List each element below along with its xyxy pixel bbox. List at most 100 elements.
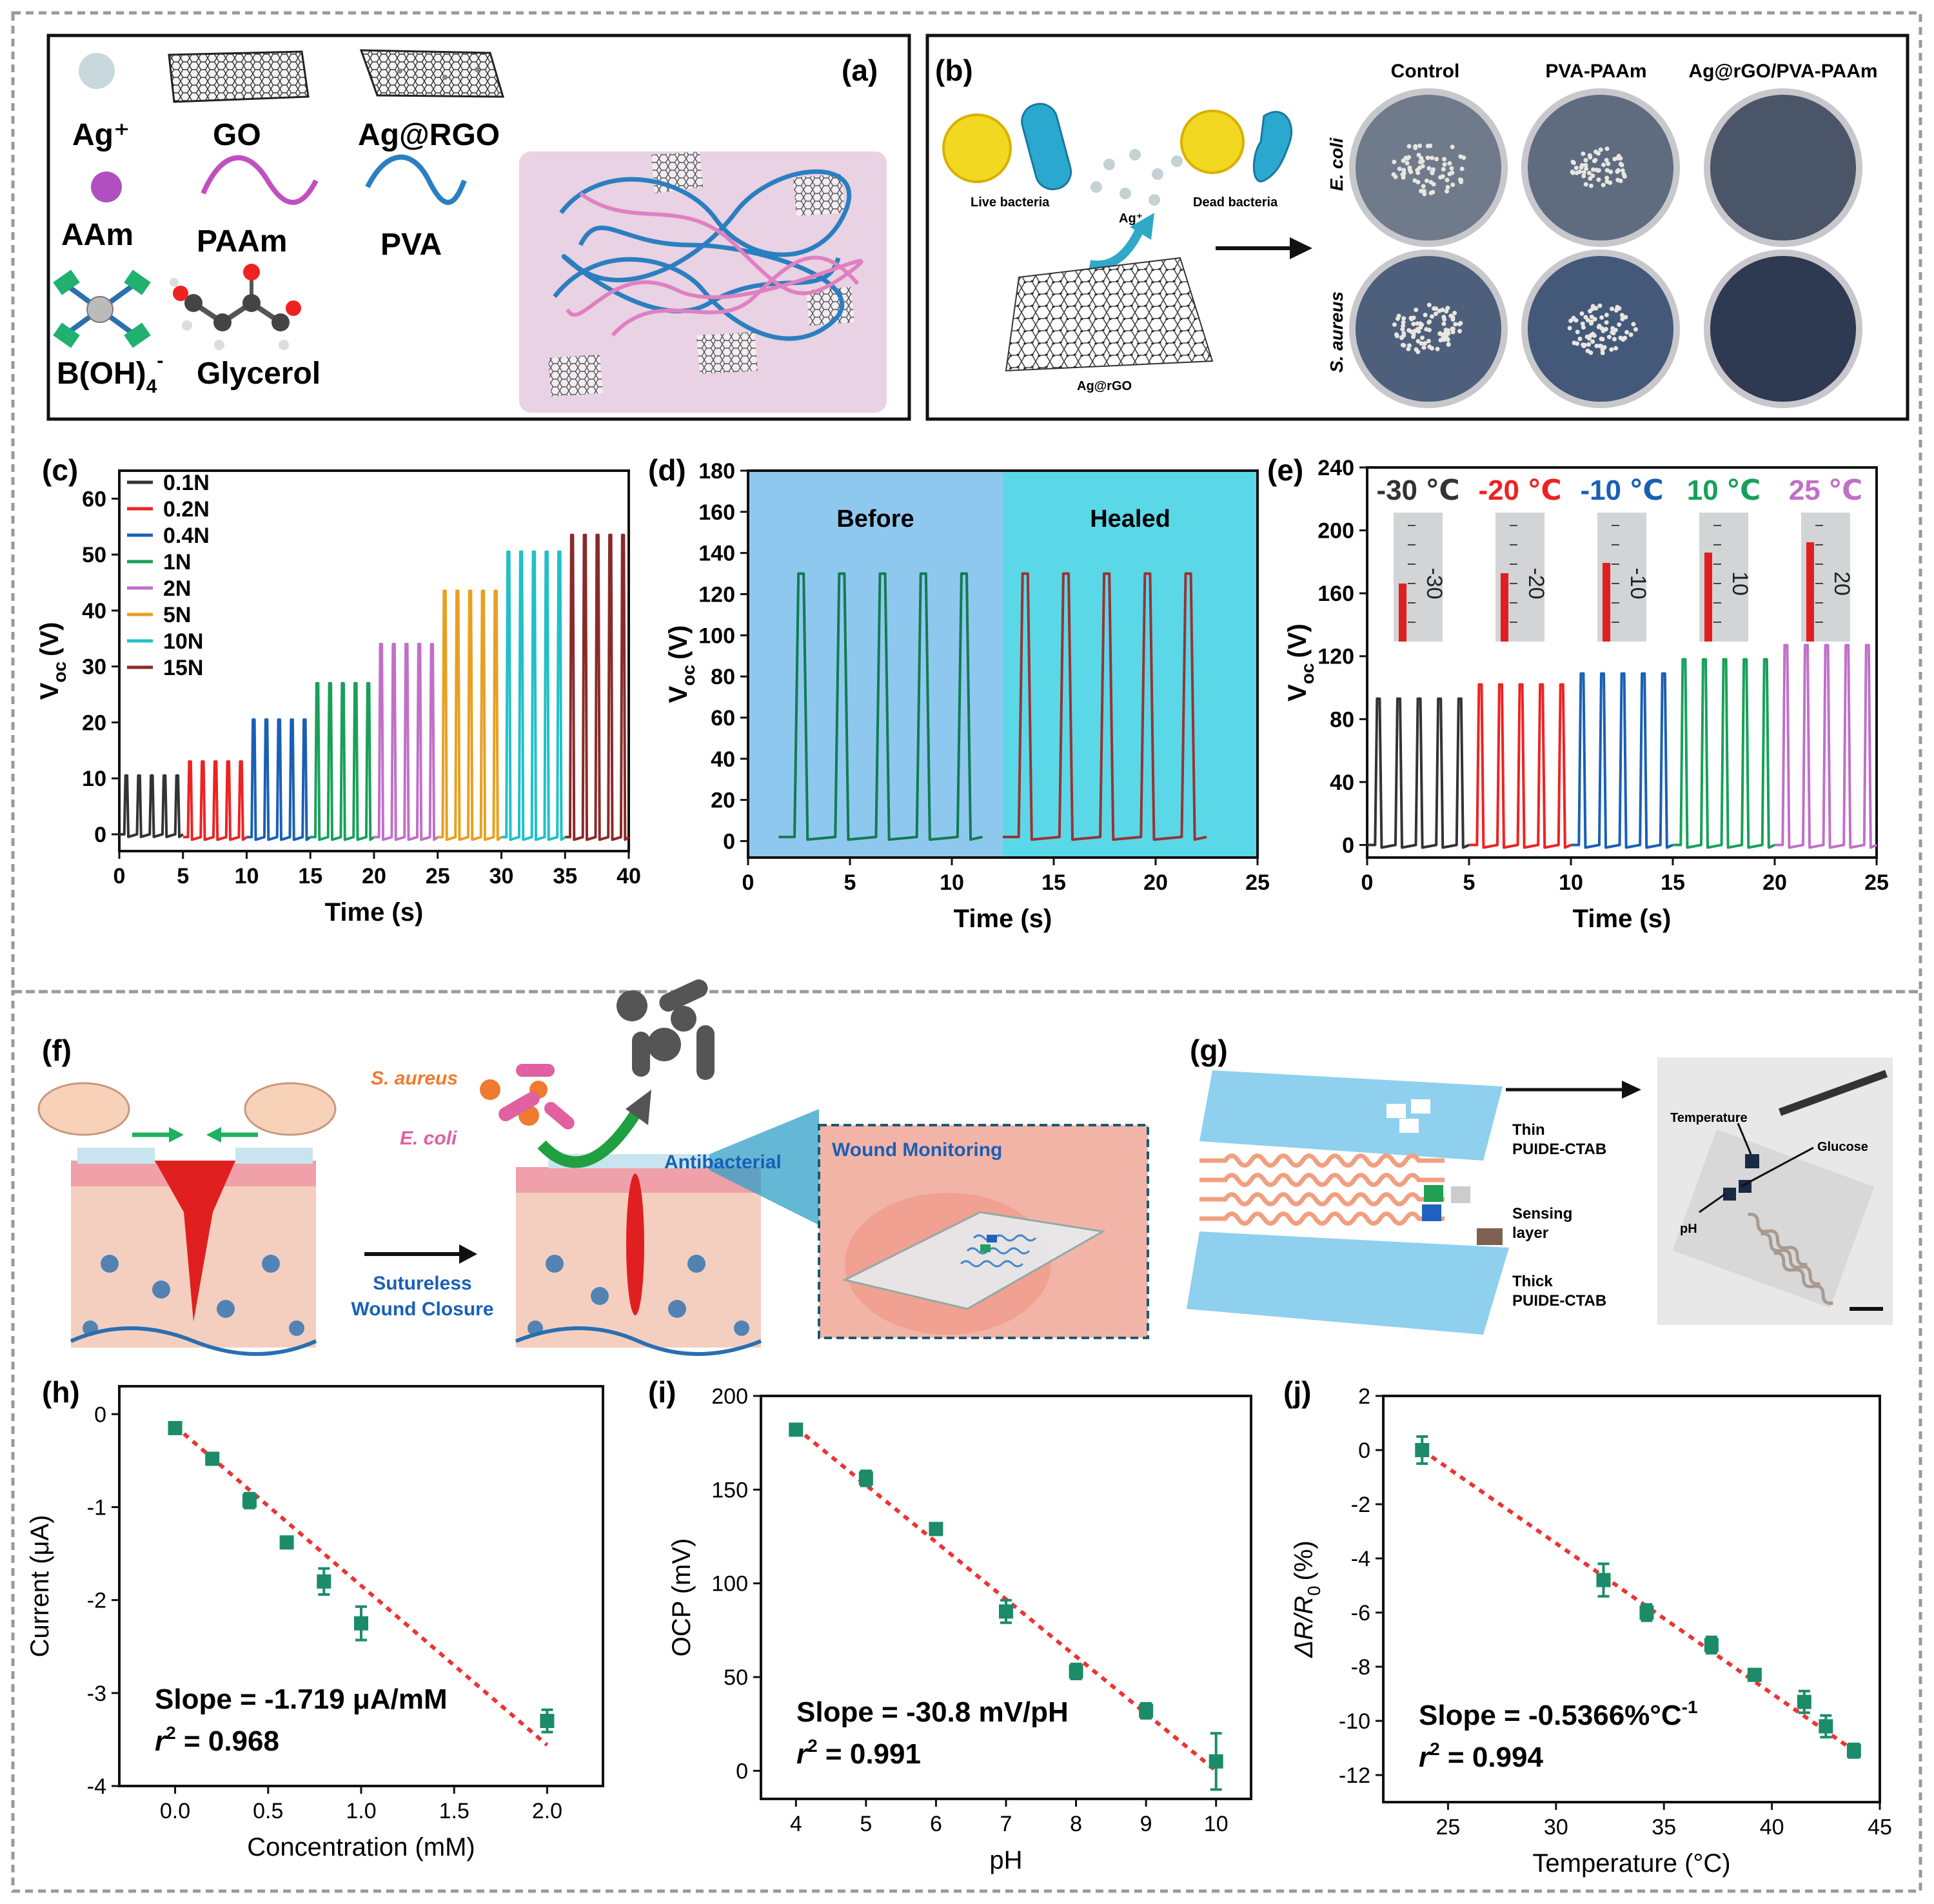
colony-dot (1621, 172, 1626, 177)
y-tick-label: 0 (1358, 1438, 1370, 1463)
borate-subscript: 4 (146, 376, 157, 397)
data-point (1415, 1443, 1430, 1457)
thermometer-reading-0: -30 (1422, 567, 1446, 599)
x-tick-label: 20 (1143, 870, 1168, 895)
pva-label: PVA (380, 228, 442, 262)
colony-dot (1417, 159, 1423, 164)
colony-dot (1392, 159, 1397, 164)
y-tick-label: 0 (723, 829, 735, 854)
column-pva-paam: PVA-PAAm (1545, 61, 1646, 82)
y-axis-label-main: V (664, 685, 693, 703)
colony-dot (1395, 316, 1400, 321)
y-axis-label-sub: oc (50, 662, 70, 683)
petri-dish-ecoli-ag-rgo (1704, 88, 1862, 247)
x-axis-label: Time (s) (325, 898, 424, 927)
series-line-10 (1571, 672, 1673, 849)
y-axis-label-unit: (%) (1290, 1540, 1318, 1580)
colony-dot (1416, 170, 1421, 175)
colony-dot (1419, 322, 1425, 328)
colony-dot (1427, 344, 1432, 349)
colony-dot (1452, 311, 1457, 316)
data-point (1639, 1605, 1654, 1620)
thin-layer-window-1 (1386, 1104, 1406, 1118)
colony-dot (1442, 157, 1447, 162)
y-tick-label: 10 (82, 767, 106, 791)
right-hand-icon (244, 1082, 337, 1136)
colony-dot (1429, 314, 1434, 319)
borate-superscript: - (157, 350, 163, 371)
y-axis-label: Voc (V) (35, 622, 70, 700)
x-tick-label: 25 (426, 864, 450, 888)
colony-dot (1580, 321, 1585, 326)
panel-letter-c: (c) (42, 453, 78, 487)
y-axis-label-sub: oc (678, 665, 698, 686)
push-arrow-right-head (206, 1127, 221, 1143)
y-tick-label: -1 (87, 1495, 106, 1520)
data-point (1596, 1573, 1611, 1587)
series-line-01N (119, 774, 184, 838)
chart-d: Before Healed 0 5 10 15 20 25 0 20 40 60 80 100 120 140… (648, 453, 1270, 933)
panel-g-letter: (g) (1190, 1034, 1228, 1067)
colony-dot (1581, 325, 1586, 330)
colony-dot (1446, 342, 1451, 347)
x-tick-label: 1.0 (346, 1799, 376, 1823)
colony-dot (1592, 317, 1597, 322)
y-tick-label: 20 (82, 711, 106, 735)
colony-dot (1606, 335, 1612, 340)
aam-sphere-icon (91, 172, 122, 202)
colony-dot (1400, 327, 1405, 332)
colony-dot (1401, 320, 1406, 325)
colony-dot (1435, 346, 1440, 351)
colony-dot (1599, 315, 1604, 320)
colony-dot (1583, 162, 1588, 168)
ag-rgo-label: Ag@RGO (358, 118, 500, 152)
y-tick-label: 180 (698, 459, 735, 484)
colony-dot (1411, 321, 1416, 326)
petri-dish-grid (1349, 88, 1862, 408)
colony-dot (1583, 315, 1588, 320)
slope-annotation: Slope = -1.719 μA/mM (155, 1683, 448, 1715)
colony-dot (1424, 178, 1429, 183)
colony-dot (1609, 347, 1614, 352)
y-axis-label-unit: (V) (1283, 623, 1312, 658)
temperature-label-1: -20 ℃ (1478, 475, 1561, 506)
colony-dot (1423, 341, 1428, 346)
x-tick-label: 0 (742, 870, 755, 895)
y-tick-label: -6 (1351, 1601, 1370, 1625)
x-tick-label: 40 (617, 864, 641, 888)
colony-dot (1604, 146, 1610, 152)
kill-arrow-icon (537, 1106, 644, 1168)
colony-dot (1567, 326, 1572, 331)
legend-label: 0.1N (163, 471, 210, 495)
colony-dot (1413, 144, 1418, 149)
kill-arrow-head (626, 1090, 651, 1125)
x-tick-label: 5 (1463, 870, 1475, 895)
colony-dot (1447, 172, 1452, 177)
chart-c: 0 5 10 15 20 25 30 35 40 0 10 20 30 40 50 60 Time (s) Voc… (35, 453, 641, 927)
data-point (1846, 1743, 1861, 1758)
colony-dot (1457, 322, 1462, 327)
x-axis-label: Time (s) (954, 905, 1052, 933)
ag-ion-sphere-icon (79, 53, 115, 89)
colony-dot (1618, 161, 1623, 166)
colony-dot (1416, 339, 1421, 344)
y-axis-label-main: V (35, 682, 64, 700)
colony-dot (1617, 322, 1622, 327)
colony-dot (1577, 169, 1583, 174)
colony-dot (1594, 168, 1599, 173)
colony-dot (1601, 182, 1606, 188)
region-healed (1003, 471, 1258, 858)
temperature-pointer (1737, 1123, 1752, 1155)
x-tick-label: 6 (930, 1812, 942, 1836)
live-bacteria-rod-icon (1021, 103, 1072, 191)
y-tick-label: 80 (711, 665, 735, 689)
colony-dot (1608, 169, 1613, 174)
aam-label: AAm (61, 218, 133, 252)
glycerol-label: Glycerol (197, 357, 321, 391)
colony-dot (1414, 347, 1419, 352)
r-symbol: r (1419, 1742, 1432, 1773)
colony-dot (1623, 335, 1628, 340)
slope-annotation: Slope = -0.5366%°C-1 (1419, 1697, 1698, 1731)
colony-dot (1408, 329, 1414, 334)
